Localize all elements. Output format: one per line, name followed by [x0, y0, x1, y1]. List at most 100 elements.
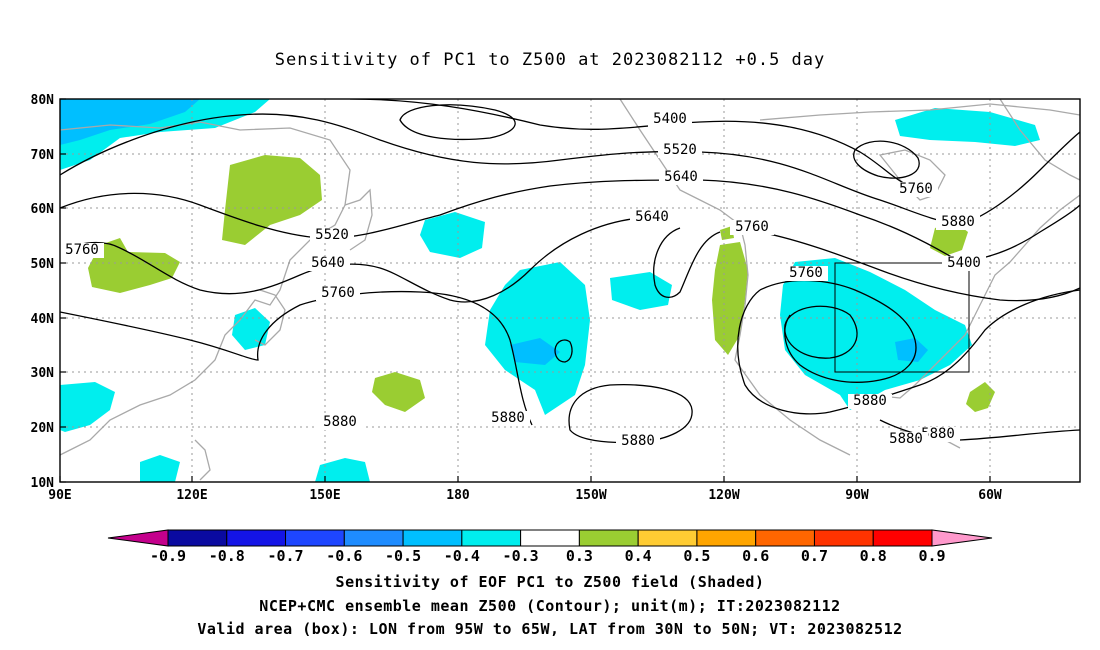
colorbar-swatch	[461, 529, 522, 547]
colorbar-swatch	[755, 529, 815, 547]
lat-tick-label: 80N	[31, 93, 55, 108]
colorbar-label: -0.7	[267, 547, 303, 565]
colorbar-swatch	[696, 529, 757, 547]
lon-tick-label: 150E	[309, 488, 340, 503]
contour-5400-closed-north	[399, 104, 516, 141]
contour-label: 5400	[947, 255, 981, 271]
contour-5880-main	[60, 290, 533, 426]
shade-cyan-east-pacific	[610, 272, 672, 310]
colorbar-end-right	[931, 529, 993, 547]
footer-line-1: Sensitivity of EOF PC1 to Z500 field (Sh…	[335, 573, 765, 591]
lon-tick-label: 60W	[978, 488, 1002, 503]
colorbar-swatch	[167, 529, 228, 547]
shade-cyan-west-pacific	[315, 458, 370, 482]
contour-label: 5760	[65, 242, 99, 258]
latitude-ticks: 80N 70N 60N 50N 40N 30N 20N 10N	[31, 93, 66, 491]
contour-label: 5760	[899, 181, 933, 197]
contour-5760-mid	[653, 227, 721, 298]
contour-5520	[60, 113, 961, 226]
shade-green-mongolia	[88, 238, 180, 293]
colorbar-label: 0.7	[801, 547, 828, 565]
colorbar-label: -0.4	[444, 547, 480, 565]
shade-cyan-central-pacific	[485, 262, 590, 415]
colorbar-end-left	[107, 529, 169, 547]
shade-cyan-japan	[232, 308, 270, 350]
lat-tick-label: 40N	[31, 312, 55, 327]
colorbar: -0.9 -0.8 -0.7 -0.6 -0.5 -0.4 -0.3 0.3 0.4 0.5 0.6…	[107, 529, 993, 565]
colorbar-label: 0.4	[625, 547, 652, 565]
shade-green-labrador	[930, 222, 968, 256]
coast-philippines	[194, 439, 211, 481]
contour-5640-east	[959, 204, 1080, 263]
lon-tick-label: 120W	[708, 488, 739, 503]
colorbar-swatch	[637, 529, 698, 547]
shade-blue-us	[895, 338, 928, 362]
lon-tick-label: 150W	[575, 488, 606, 503]
coast-na-west	[734, 244, 851, 456]
colorbar-label: -0.6	[326, 547, 362, 565]
contour-5880-us-closed	[784, 305, 858, 359]
colorbar-swatch	[872, 529, 933, 547]
contour-label: 5880	[853, 393, 887, 409]
contour-label: 5400	[653, 111, 687, 127]
contour-label: 5760	[735, 219, 769, 235]
colorbar-swatch	[285, 529, 345, 547]
coast-na-east	[974, 194, 1080, 316]
chart-title: Sensitivity of PC1 to Z500 at 2023082112…	[274, 50, 826, 70]
lat-tick-label: 20N	[31, 421, 55, 436]
footer-line-2: NCEP+CMC ensemble mean Z500 (Contour); u…	[259, 597, 841, 615]
contour-labels: 5400 5520 5640 5760 5880 5400 5520 5640 5640 5760…	[60, 111, 986, 449]
lon-tick-label: 90E	[48, 488, 71, 503]
contour-label: 5880	[491, 410, 525, 426]
valid-area-box	[834, 262, 970, 373]
longitude-ticks: 90E 120E 150E 180 150W 120W 90W 60W	[48, 476, 1002, 503]
colorbar-swatch	[402, 529, 463, 547]
colorbar-label: 0.6	[742, 547, 769, 565]
contour-5400-closed-east	[853, 140, 920, 179]
lat-tick-label: 30N	[31, 366, 55, 381]
colorbar-label: -0.9	[150, 547, 186, 565]
colorbar-label: 0.9	[918, 547, 945, 565]
colorbar-label: 0.3	[566, 547, 593, 565]
contour-label: 5760	[789, 265, 823, 281]
lat-tick-label: 50N	[31, 257, 55, 272]
colorbar-swatch	[578, 529, 639, 547]
lat-tick-label: 70N	[31, 148, 55, 163]
shade-green-pacific	[372, 372, 425, 412]
lon-tick-label: 180	[446, 488, 470, 503]
shade-green-atlantic	[966, 382, 995, 412]
lat-tick-label: 60N	[31, 202, 55, 217]
contour-5520-east	[959, 131, 1080, 226]
contour-label: 5880	[621, 433, 655, 449]
coast-arctic	[759, 103, 1080, 121]
contour-5880-small	[554, 339, 573, 363]
shade-green-siberia	[222, 155, 322, 245]
shade-green-westcoast	[712, 242, 748, 355]
lon-tick-label: 90W	[845, 488, 869, 503]
colorbar-label: -0.5	[385, 547, 421, 565]
contour-5880-us	[759, 279, 917, 383]
contour-5880-closed-pacific	[568, 384, 693, 444]
colorbar-label: 0.8	[860, 547, 887, 565]
contour-5640	[60, 179, 961, 263]
shade-cyan-canada	[895, 108, 1040, 146]
shade-cyan-philippines	[140, 455, 180, 482]
contour-label: 5520	[315, 227, 349, 243]
colorbar-swatch	[813, 529, 874, 547]
map-frame	[59, 98, 1081, 483]
colorbar-label: -0.3	[503, 547, 539, 565]
footer-line-3: Valid area (box): LON from 95W to 65W, L…	[197, 620, 903, 638]
contour-label: 5880	[889, 431, 923, 447]
shade-cyan-kamchatka	[420, 212, 485, 258]
contour-label: 5880	[921, 426, 955, 442]
lon-tick-label: 120E	[176, 488, 207, 503]
contour-label: 5880	[323, 414, 357, 430]
contour-label: 5520	[663, 142, 697, 158]
coast-asia	[60, 121, 351, 456]
contour-label: 5640	[664, 169, 698, 185]
contour-5880-south	[879, 419, 1080, 441]
colorbar-swatch	[520, 529, 580, 547]
colorbar-label: 0.5	[683, 547, 710, 565]
colorbar-label: -0.8	[209, 547, 245, 565]
